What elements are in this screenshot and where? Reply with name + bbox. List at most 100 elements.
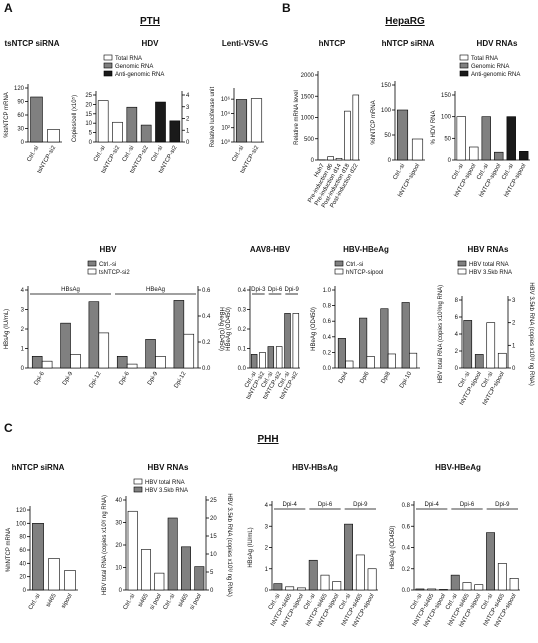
legend-label: Ctrl.-si <box>346 262 363 268</box>
y2-tick-label: 3 <box>512 298 516 304</box>
legend-swatch <box>457 268 467 275</box>
bar <box>48 558 60 591</box>
y-tick-label: 150 <box>381 83 392 89</box>
x-tick-label: Ctrl.-si <box>392 163 406 181</box>
y2-axis-label: HBeAg (OD450) <box>218 307 224 351</box>
bar <box>275 346 283 369</box>
y-tick-label: 10 <box>115 566 122 572</box>
bar <box>486 322 496 369</box>
y-tick-label: 1.0 <box>323 288 332 294</box>
group-label: Dpi-3 <box>251 287 266 293</box>
chart-title: HBV-HBsAg <box>292 463 338 472</box>
y-tick-label: 6 <box>455 315 459 321</box>
bar <box>112 121 123 143</box>
y2-tick-label: 0 <box>186 140 190 146</box>
y-axis-label: HBeAg (OD450) <box>226 307 232 351</box>
bar <box>41 360 53 369</box>
legend-label: HBV 3.5kb RNA <box>145 488 188 494</box>
y-tick-label: 120 <box>14 86 25 92</box>
legend-swatch <box>459 70 469 77</box>
y-axis-label: Relative mRNA level <box>294 90 300 145</box>
legend-swatch <box>103 70 113 77</box>
y-tick-label: 1500 <box>301 94 315 100</box>
bar <box>70 354 81 369</box>
y-tick-label: 2000 <box>301 73 315 79</box>
y-tick-label: 20 <box>19 575 26 581</box>
y2-tick-label: 1 <box>512 343 516 349</box>
bar <box>411 138 424 161</box>
legend-label: Genomic RNA <box>115 64 153 70</box>
y-tick-label: 1000 <box>301 116 315 122</box>
bar <box>141 549 151 591</box>
y2-tick-label: 20 <box>210 516 217 522</box>
bar <box>415 588 425 591</box>
bar <box>469 146 479 161</box>
bar <box>352 94 360 161</box>
y-tick-label: 15 <box>85 112 92 118</box>
x-tick-label: tsNTCP-si2 <box>37 144 58 174</box>
legend-swatch <box>87 268 97 275</box>
y2-axis-label: HBV 3.5kb RNA (copies x10³/ ng RNA) <box>528 282 534 385</box>
y-tick-label: 5 <box>89 131 93 137</box>
x-tick-label: Dpi6 <box>359 370 371 384</box>
y-tick-label: 100 <box>381 108 392 114</box>
bar <box>344 523 353 591</box>
y-tick-label: 0.0 <box>402 588 411 594</box>
bar <box>463 320 473 369</box>
y-axis-label: %tsNTCP mRNA <box>4 92 10 138</box>
bar <box>173 300 185 369</box>
y-tick-label: 0.2 <box>402 567 411 573</box>
x-tick-label: si465 <box>137 592 150 608</box>
y-axis-label: HBsAg (IU/mL) <box>4 309 10 349</box>
legend-label: HBV 3.5kb RNA <box>469 270 512 276</box>
legend-swatch <box>334 268 344 275</box>
y-tick-label: 1 <box>265 567 269 573</box>
bar <box>401 302 410 369</box>
y2-tick-label: 3 <box>186 105 190 111</box>
bar <box>409 352 418 369</box>
y-tick-label: 150 <box>441 93 452 99</box>
bar <box>327 156 334 161</box>
y2-tick-label: 15 <box>210 534 217 540</box>
bar <box>250 98 263 143</box>
bar <box>155 101 166 143</box>
legend-label: Total RNA <box>471 56 498 62</box>
legend-label: Ctrl.-si <box>99 262 116 268</box>
y-tick-label: 2 <box>265 546 269 552</box>
bar <box>235 99 248 143</box>
bar <box>60 322 71 369</box>
bar <box>481 116 491 161</box>
x-tick-label: Dpi-12 <box>174 370 188 389</box>
panel-letter: C <box>4 421 13 435</box>
y2-tick-label: 4 <box>186 93 190 99</box>
bar <box>359 317 368 369</box>
chart-title: AAV8-HBV <box>250 245 291 254</box>
chart-title: HDV <box>142 39 160 48</box>
legend-swatch <box>457 260 467 267</box>
y-tick-label: 0 <box>21 366 25 372</box>
y-tick-label: 120 <box>16 508 27 514</box>
bar <box>519 151 529 161</box>
y-tick-label: 100 <box>441 115 452 121</box>
chart-title: hNTCP siRNA <box>382 39 435 48</box>
y-tick-label: 0.3 <box>238 308 247 314</box>
chart-title: HBV <box>100 245 118 254</box>
y-axis-label: HBeAg (OD450) <box>311 307 317 351</box>
bar <box>450 574 460 591</box>
x-tick-label: si465 <box>45 592 58 608</box>
bar <box>462 582 472 591</box>
y-tick-label: 0.0 <box>238 366 247 372</box>
bar <box>194 566 205 591</box>
legend-swatch <box>133 486 143 493</box>
bar <box>380 308 389 369</box>
y-tick-label: 10⁴ <box>221 110 231 117</box>
y-tick-label: 30 <box>115 521 122 527</box>
group-label: HBeAg <box>146 287 165 293</box>
panel-letter: A <box>4 1 13 15</box>
bar <box>367 568 377 591</box>
bar <box>154 572 165 591</box>
y-axis-label: %hNTCP mRNA <box>6 528 12 572</box>
x-tick-label: Dpi-12 <box>89 370 103 389</box>
x-tick-label: Dpi-6 <box>119 370 132 386</box>
x-tick-label: Dpi8 <box>380 370 392 384</box>
